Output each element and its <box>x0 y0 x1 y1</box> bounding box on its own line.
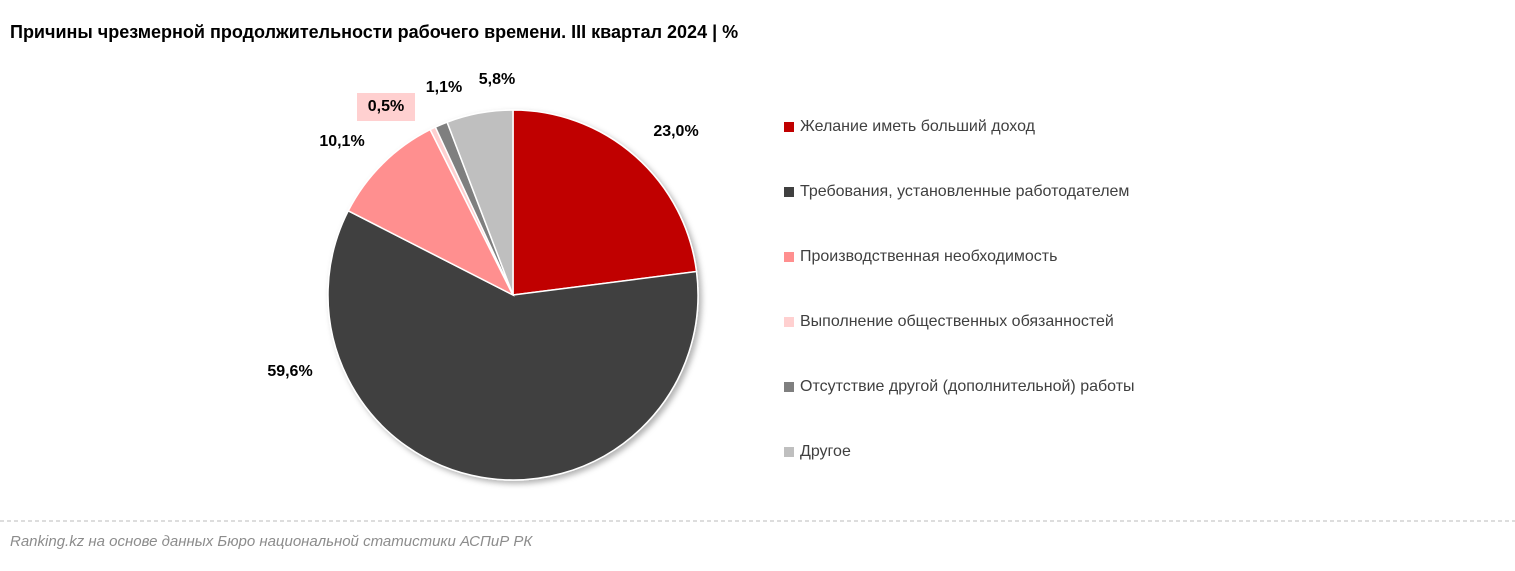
data-label: 0,5% <box>368 98 404 115</box>
legend-marker <box>784 187 794 197</box>
data-label: 23,0% <box>653 123 698 140</box>
legend-label: Другое <box>800 443 851 460</box>
chart-title: Причины чрезмерной продолжительности раб… <box>10 22 738 42</box>
data-label: 5,8% <box>479 71 515 88</box>
data-label: 1,1% <box>426 79 462 96</box>
legend-label: Требования, установленные работодателем <box>800 183 1129 200</box>
data-label: 59,6% <box>267 363 312 380</box>
data-label: 10,1% <box>319 133 364 150</box>
source: Ranking.kz на основе данных Бюро национа… <box>10 533 533 550</box>
legend-marker <box>784 447 794 457</box>
pie-slice <box>327 209 699 481</box>
legend-marker <box>784 122 794 132</box>
legend-label: Желание иметь больший доход <box>800 118 1036 135</box>
legend-marker <box>784 382 794 392</box>
pie-slice <box>512 109 698 296</box>
legend-marker <box>784 252 794 262</box>
legend-label: Производственная необходимость <box>800 248 1057 265</box>
legend-marker <box>784 317 794 327</box>
legend-label: Отсутствие другой (дополнительной) работ… <box>800 378 1135 395</box>
legend-label: Выполнение общественных обязанностей <box>800 313 1114 330</box>
pie-slice <box>446 109 514 296</box>
label-background <box>357 93 415 121</box>
pie-slice <box>347 128 515 297</box>
pie <box>327 109 699 481</box>
